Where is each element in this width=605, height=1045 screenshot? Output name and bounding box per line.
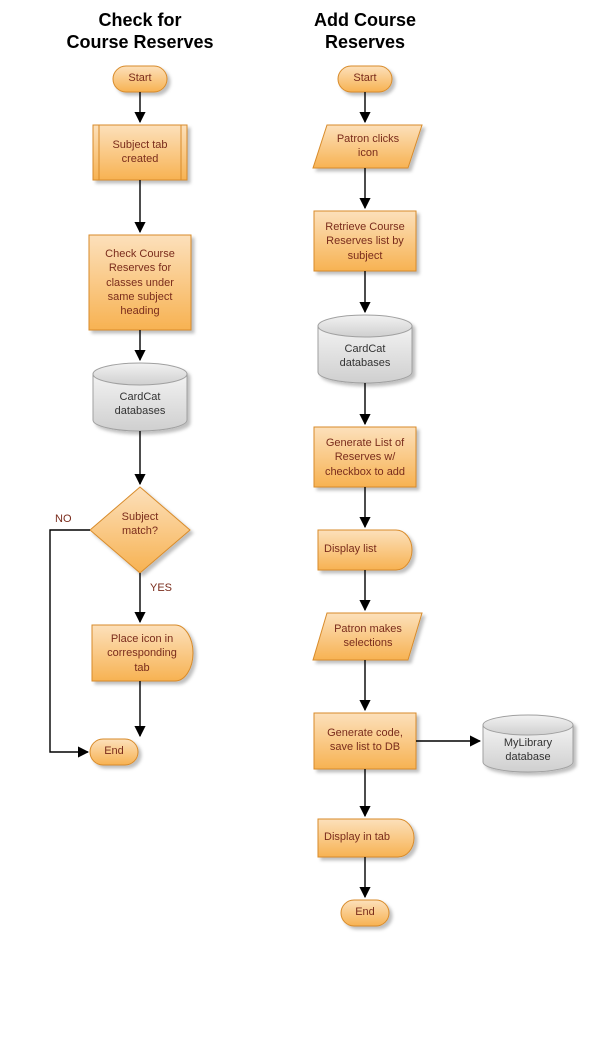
left-decision-label: Subjectmatch?: [122, 511, 159, 537]
left-check-reserves-label: Check CourseReserves forclasses undersam…: [105, 248, 175, 317]
right-end-label: End: [355, 906, 375, 918]
diagram-svg: Start Subject tabcreated Check CourseRes…: [0, 0, 605, 1045]
left-place-icon-label: Place icon incorrespondingtab: [107, 633, 177, 674]
flowchart-canvas: Check forCourse Reserves Add CourseReser…: [0, 0, 605, 1045]
right-db-label: CardCatdatabases: [340, 343, 391, 369]
edge-left-no: [50, 530, 90, 752]
right-patron-makes-label: Patron makesselections: [334, 623, 402, 649]
right-display-list-label: Display list: [324, 543, 377, 555]
right-mylib-db-label: MyLibrarydatabase: [504, 737, 552, 763]
right-generate-list-label: Generate List ofReserves w/checkbox to a…: [325, 437, 405, 478]
right-display-tab-label: Display in tab: [324, 831, 390, 843]
right-patron-clicks-label: Patron clicksicon: [337, 133, 399, 159]
left-start-label: Start: [128, 72, 151, 84]
right-generate-code-label: Generate code,save list to DB: [327, 727, 403, 753]
right-retrieve-label: Retrieve CourseReserves list bysubject: [325, 221, 404, 262]
left-db-label: CardCatdatabases: [115, 391, 166, 417]
right-start-label: Start: [353, 72, 376, 84]
left-subject-tab-label: Subject tabcreated: [112, 139, 167, 165]
left-end-label: End: [104, 745, 124, 757]
